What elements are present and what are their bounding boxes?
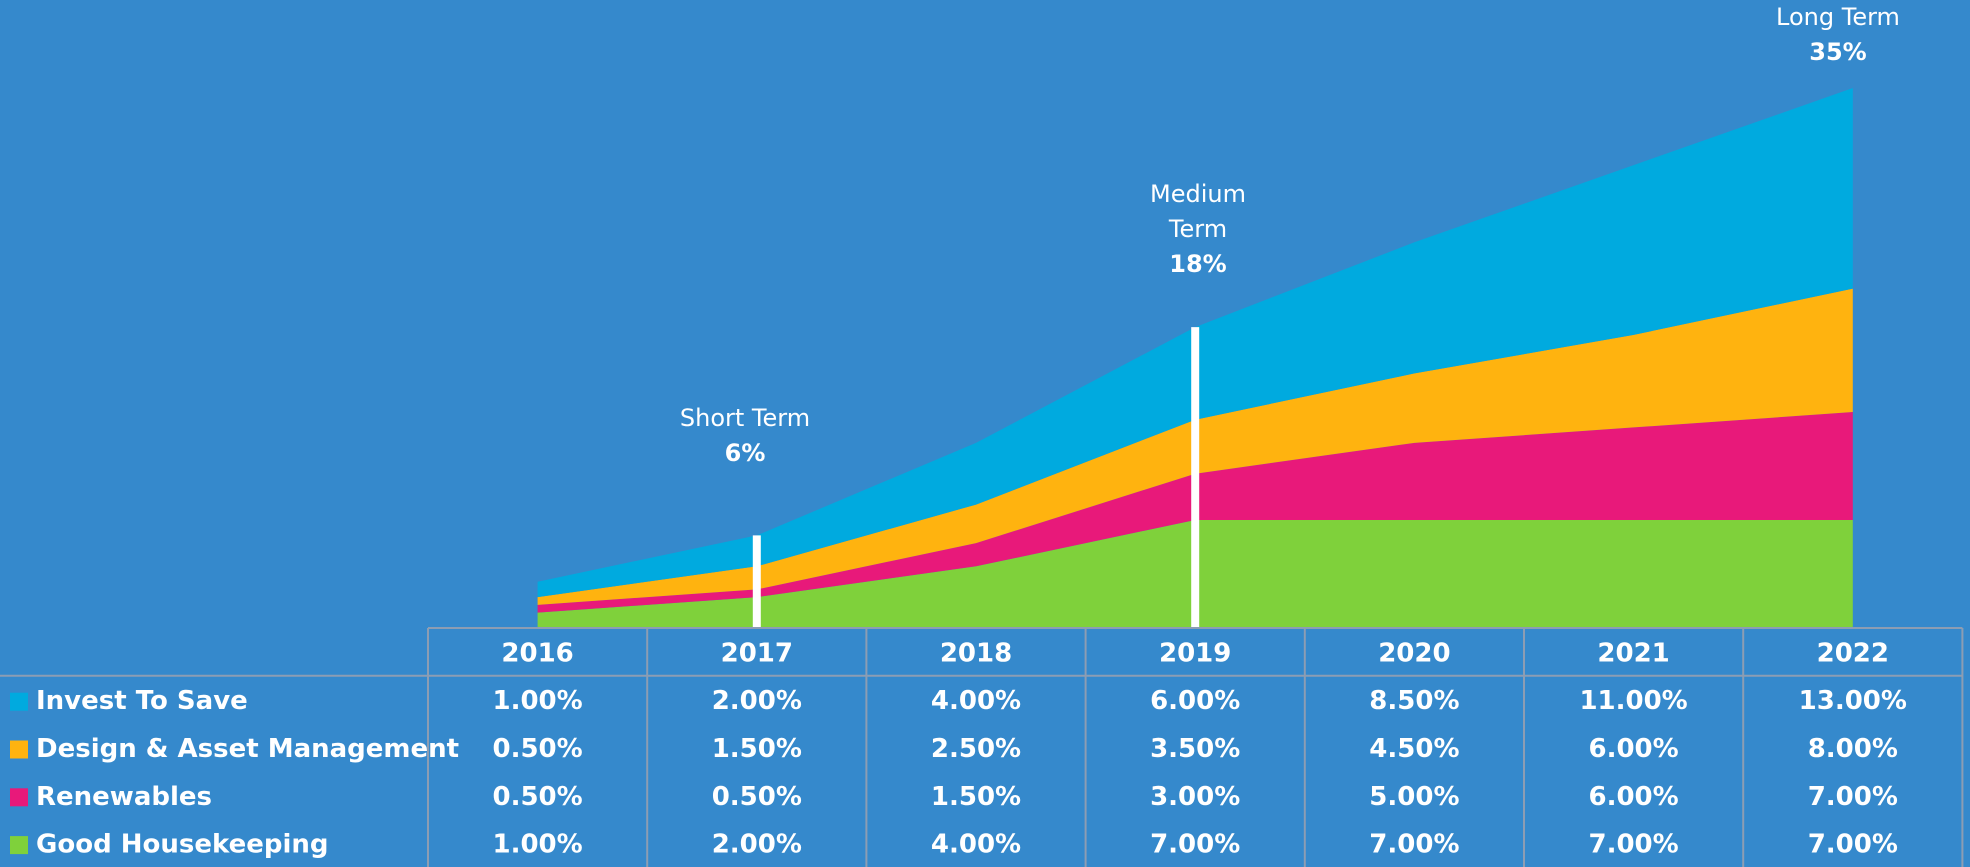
table-cell: 7.00% (1150, 830, 1240, 860)
table-cell: 1.00% (492, 686, 582, 716)
table-cell: 7.00% (1808, 830, 1898, 860)
table-cell: 4.50% (1369, 734, 1459, 764)
table-cell: 7.00% (1588, 830, 1678, 860)
column-header: 2018 (940, 638, 1012, 668)
legend-label: Renewables (36, 782, 212, 812)
table-cell: 0.50% (492, 734, 582, 764)
table-cell: 0.50% (712, 782, 802, 812)
table-cell: 0.50% (492, 782, 582, 812)
table-cell: 1.50% (931, 782, 1021, 812)
annotation: Short Term 6% (635, 401, 855, 471)
legend-swatch (10, 788, 28, 807)
table-cell: 6.00% (1588, 782, 1678, 812)
legend-label: Good Housekeeping (36, 830, 328, 860)
table-cell: 5.00% (1369, 782, 1459, 812)
table-cell: 3.50% (1150, 734, 1240, 764)
annotation: Medium Term 18% (1138, 177, 1258, 282)
table-cell: 7.00% (1369, 830, 1459, 860)
annotation-value: 35% (1809, 38, 1867, 66)
table-cell: 6.00% (1588, 734, 1678, 764)
annotation-value: 18% (1169, 250, 1227, 278)
legend-label: Design & Asset Management (36, 734, 459, 764)
table-cell: 4.00% (931, 686, 1021, 716)
annotation-value: 6% (724, 439, 766, 467)
annotation-label: Long Term (1776, 3, 1900, 31)
column-header: 2016 (501, 638, 573, 668)
legend-swatch (10, 740, 28, 759)
column-header: 2020 (1378, 638, 1450, 668)
table-cell: 6.00% (1150, 686, 1240, 716)
column-header: 2017 (721, 638, 793, 668)
column-header: 2022 (1817, 638, 1889, 668)
table-cell: 1.00% (492, 830, 582, 860)
column-header: 2021 (1597, 638, 1669, 668)
table-cell: 13.00% (1799, 686, 1907, 716)
table-cell: 2.00% (712, 830, 802, 860)
annotation-label: Medium Term (1150, 180, 1246, 243)
table-cell: 1.50% (712, 734, 802, 764)
table-cell: 7.00% (1808, 782, 1898, 812)
table-cell: 11.00% (1579, 686, 1687, 716)
legend-label: Invest To Save (36, 686, 248, 716)
table-cell: 3.00% (1150, 782, 1240, 812)
table-cell: 2.50% (931, 734, 1021, 764)
table-cell: 8.00% (1808, 734, 1898, 764)
column-header: 2019 (1159, 638, 1231, 668)
annotation-label: Short Term (679, 404, 811, 432)
table-cell: 4.00% (931, 830, 1021, 860)
legend-swatch (10, 836, 28, 855)
legend-swatch (10, 692, 28, 711)
table-cell: 8.50% (1369, 686, 1459, 716)
annotation: Long Term 35% (1728, 0, 1948, 70)
table-cell: 2.00% (712, 686, 802, 716)
